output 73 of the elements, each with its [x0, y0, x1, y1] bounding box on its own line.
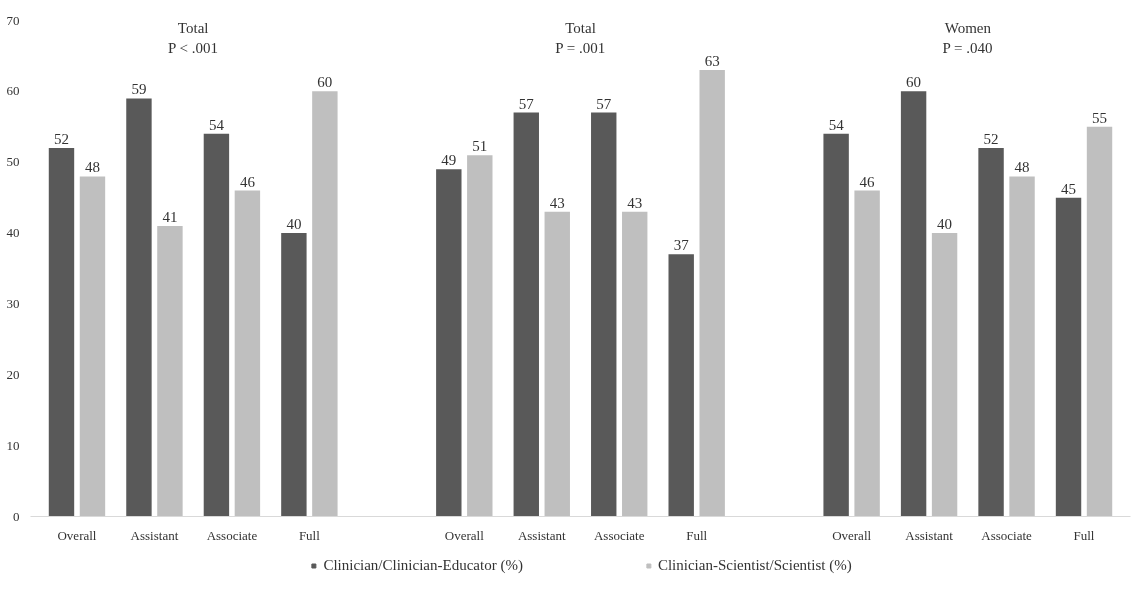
data-label: 46: [859, 173, 876, 190]
x-tick-label: Assistant: [130, 527, 179, 543]
y-tick-label: 50: [6, 154, 20, 170]
bar: [854, 190, 880, 517]
y-tick-label: 20: [6, 366, 20, 382]
x-tick-label: Full: [686, 527, 708, 543]
bar: [79, 176, 106, 517]
bar: [126, 98, 152, 517]
bar: [622, 211, 648, 517]
data-label: 57: [518, 95, 535, 112]
bar: [544, 211, 570, 517]
data-label: 37: [673, 237, 690, 254]
bar: [157, 225, 183, 517]
data-label: 60: [317, 74, 333, 91]
x-tick-label: Overall: [57, 527, 97, 543]
data-label: 55: [1092, 109, 1108, 126]
x-tick-label: Associate: [981, 527, 1033, 543]
y-tick-label: 70: [6, 12, 20, 28]
x-tick-label: Assistant: [517, 527, 566, 543]
y-tick-label: 30: [6, 295, 20, 311]
annotation: Women P = .040: [942, 19, 993, 56]
bar: [900, 91, 927, 517]
bar: [467, 155, 493, 517]
data-label: 43: [627, 194, 643, 211]
bar: [234, 190, 261, 517]
annotation: Total P < .001: [167, 19, 218, 56]
x-tick-label: Full: [298, 527, 321, 543]
data-label: 40: [286, 216, 302, 233]
data-label: 41: [162, 208, 178, 225]
data-label: 48: [84, 159, 100, 176]
y-tick-label: 0: [13, 508, 20, 524]
data-label: 57: [596, 95, 612, 112]
bar: [48, 148, 75, 517]
y-tick-label: 60: [6, 83, 20, 99]
bar: [1086, 126, 1113, 517]
data-label: 59: [131, 81, 147, 98]
data-label: 52: [983, 131, 999, 148]
bar: [1055, 197, 1082, 517]
x-tick-label: Assistant: [905, 527, 954, 543]
bar: [699, 70, 725, 517]
x-tick-label: Full: [1073, 527, 1095, 543]
data-label: 54: [208, 116, 225, 133]
legend-label: Clinician-Scientist/Scientist (%): [657, 556, 852, 574]
x-tick-label: Associate: [593, 527, 645, 543]
annotation: Total P = .001: [555, 19, 606, 56]
data-label: 48: [1014, 159, 1030, 176]
data-label: 63: [704, 53, 720, 70]
bar: [978, 148, 1004, 517]
data-label: 46: [239, 173, 256, 190]
bar: [931, 233, 958, 517]
data-label: 52: [53, 131, 69, 148]
data-label: 43: [549, 194, 565, 211]
y-tick-label: 10: [6, 437, 20, 453]
data-label: 45: [1061, 180, 1077, 197]
bar: [591, 112, 617, 517]
y-tick-label: 40: [6, 225, 20, 241]
data-label: 49: [441, 152, 457, 169]
x-tick-label: Overall: [832, 527, 872, 543]
x-tick-label: Overall: [444, 527, 485, 543]
bar: [1009, 176, 1035, 517]
data-label: 40: [937, 216, 953, 233]
data-label: 51: [472, 138, 488, 155]
x-tick-label: Associate: [206, 527, 258, 543]
data-label: 60: [906, 74, 922, 91]
bar: [203, 133, 230, 517]
legend-label: Clinician/Clinician-Educator (%): [323, 556, 523, 574]
bar: [312, 91, 338, 517]
bar: [436, 169, 462, 517]
data-label: 54: [828, 116, 845, 133]
bar: [281, 233, 307, 517]
bar: [823, 133, 849, 517]
bar: [668, 254, 694, 517]
bar: [513, 112, 539, 517]
